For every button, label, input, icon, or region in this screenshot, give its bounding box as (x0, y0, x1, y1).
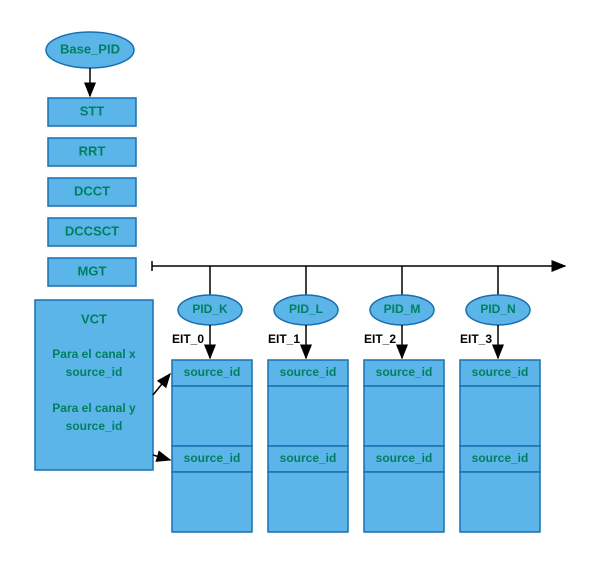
source-id-label: source_id (280, 365, 337, 379)
source-id-label: source_id (472, 365, 529, 379)
source-id-label: source_id (280, 451, 337, 465)
table-body (364, 472, 444, 532)
eit-label: EIT_2 (364, 332, 396, 346)
table-body (172, 386, 252, 446)
eit-label: EIT_3 (460, 332, 492, 346)
vct-line: source_id (66, 419, 123, 433)
table-body (364, 386, 444, 446)
vct-pointer-bottom (153, 455, 170, 460)
source-id-label: source_id (376, 451, 433, 465)
vct-line: source_id (66, 365, 123, 379)
eit-label: EIT_0 (172, 332, 204, 346)
pid-label: PID_N (480, 302, 515, 316)
table-body (172, 472, 252, 532)
table-body (268, 472, 348, 532)
stack-label: RRT (79, 143, 106, 158)
eit-label: EIT_1 (268, 332, 300, 346)
stack-label: STT (80, 103, 105, 118)
source-id-label: source_id (184, 365, 241, 379)
psi-diagram: Base_PID STT RRT DCCT DCCSCT MGT VCT Para el … (0, 0, 600, 563)
pid-label: PID_L (289, 302, 323, 316)
source-id-label: source_id (472, 451, 529, 465)
stack-label: MGT (78, 263, 107, 278)
vct-line: Para el canal x (52, 347, 136, 361)
table-body (460, 472, 540, 532)
source-id-label: source_id (376, 365, 433, 379)
stack-label: DCCT (74, 183, 110, 198)
base-pid-label: Base_PID (60, 41, 120, 56)
stack-label: DCCSCT (65, 223, 119, 238)
table-body (268, 386, 348, 446)
vct-line: Para el canal y (52, 401, 136, 415)
pid-label: PID_M (384, 302, 421, 316)
vct-title: VCT (81, 311, 107, 326)
source-id-label: source_id (184, 451, 241, 465)
table-body (460, 386, 540, 446)
vct-pointer-top (153, 374, 170, 395)
pid-label: PID_K (192, 302, 228, 316)
